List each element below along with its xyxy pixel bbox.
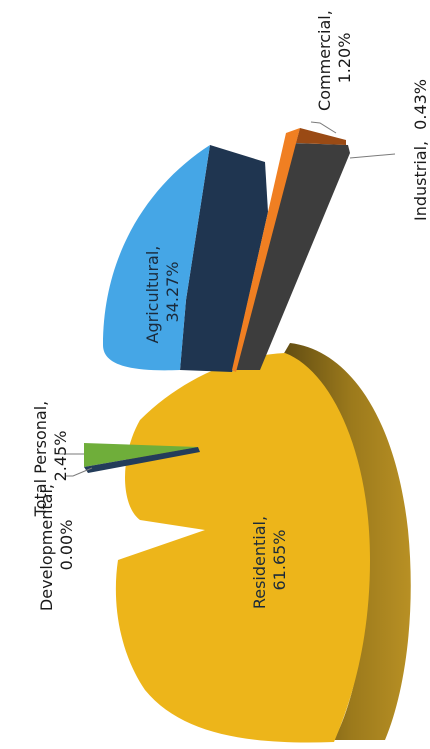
label-commercial-value: 1.20%	[335, 33, 354, 84]
leader-line-developmental	[66, 467, 93, 477]
label-total-personal-value: 2.45%	[51, 431, 70, 482]
slice-total-personal-top	[84, 443, 198, 467]
label-industrial-name: Industrial,	[411, 141, 430, 221]
label-total-personal: Total Personal, 2.45%	[31, 396, 70, 518]
slice-residential-side	[280, 343, 411, 740]
label-agricultural-name: Agricultural,	[143, 246, 162, 344]
slice-agricultural	[103, 145, 268, 372]
slice-commercial-top	[232, 128, 300, 372]
leader-line-commercial	[310, 121, 337, 134]
label-industrial-value: 0.43%	[411, 79, 430, 130]
slice-agricultural-top	[103, 145, 210, 371]
label-residential-value: 61.65%	[270, 529, 289, 590]
slice-developmental	[84, 447, 200, 473]
slice-residential-top	[115, 353, 370, 743]
slice-total-personal	[84, 443, 200, 473]
slice-commercial-side	[296, 128, 346, 145]
label-agricultural: Agricultural, 34.27%	[143, 241, 182, 344]
leader-line-industrial	[349, 153, 396, 159]
label-residential-name: Residential,	[250, 516, 269, 609]
label-developmental-value: 0.00%	[57, 520, 76, 571]
label-agricultural-value: 34.27%	[163, 261, 182, 322]
slice-commercial	[232, 128, 346, 372]
label-industrial: Industrial, 0.43%	[411, 79, 430, 221]
label-total-personal-name: Total Personal,	[31, 401, 50, 518]
label-commercial: Commercial, 1.20%	[315, 5, 354, 111]
label-developmental-name: Developmental,	[37, 484, 56, 611]
label-developmental: Developmental, 0.00%	[37, 479, 76, 611]
slice-agricultural-side	[180, 145, 268, 372]
label-commercial-name: Commercial,	[315, 10, 334, 111]
slice-industrial-side	[234, 143, 350, 370]
label-residential: Residential, 61.65%	[250, 511, 289, 609]
